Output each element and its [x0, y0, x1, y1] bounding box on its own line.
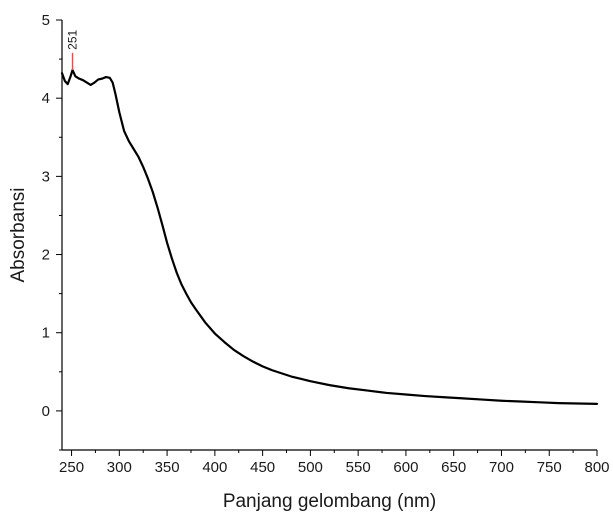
x-tick-label: 600 [393, 459, 418, 476]
x-tick-label: 700 [489, 459, 514, 476]
x-tick-label: 300 [107, 459, 132, 476]
x-tick-label: 800 [584, 459, 609, 476]
y-tick-label: 1 [42, 325, 50, 342]
y-tick-label: 5 [42, 12, 50, 29]
peak-label: 251 [66, 29, 80, 49]
x-axis-ticks: 250 300 350 400 450 500 550 600 650 700 750 800 [59, 450, 610, 476]
x-tick-label: 500 [298, 459, 323, 476]
y-tick-label: 3 [42, 168, 50, 185]
annotation-layer: 251 [66, 29, 80, 71]
x-tick-label: 550 [346, 459, 371, 476]
series-layer [60, 68, 599, 405]
x-tick-label: 250 [59, 459, 84, 476]
x-tick-label: 400 [202, 459, 227, 476]
x-tick-label: 750 [537, 459, 562, 476]
y-axis-ticks: 0 1 2 3 4 5 [42, 12, 62, 451]
x-tick-label: 450 [250, 459, 275, 476]
y-axis-title: Absorbansi [8, 187, 29, 282]
y-tick-label: 4 [42, 90, 50, 107]
x-tick-label: 350 [155, 459, 180, 476]
series-line [60, 68, 599, 405]
y-tick-label: 0 [42, 403, 50, 420]
x-tick-label: 650 [441, 459, 466, 476]
y-tick-label: 2 [42, 247, 50, 264]
x-axis-title: Panjang gelombang (nm) [223, 491, 436, 512]
plot-frame [61, 20, 597, 451]
